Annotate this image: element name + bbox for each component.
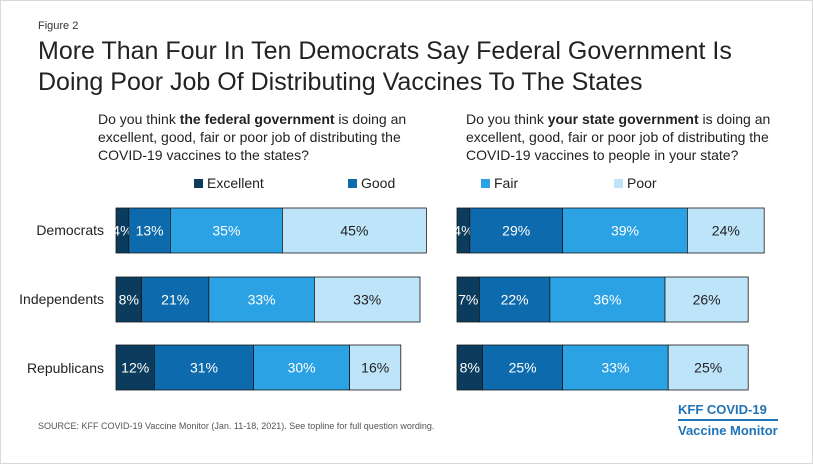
bar-segment-fair-republicans-0 xyxy=(253,344,351,391)
data-label-poor-democrats-1: 24% xyxy=(712,223,740,239)
question-federal-bold: the federal government xyxy=(179,111,335,127)
data-label-excellent-republicans-0: 12% xyxy=(121,360,149,376)
bar-segment-poor-republicans-0 xyxy=(349,344,402,391)
data-label-fair-independents-1: 36% xyxy=(593,292,621,308)
chart-title: More Than Four In Ten Democrats Say Fede… xyxy=(38,37,732,96)
question-state-post: is doing an excellent, good, fair or poo… xyxy=(466,111,771,163)
legend-swatch-poor xyxy=(614,178,623,188)
bar-segment-poor-democrats-0 xyxy=(281,207,427,254)
question-state-bold: your state government xyxy=(547,111,699,127)
legend-item-excellent: Excellent xyxy=(194,175,264,191)
category-label-democrats: Democrats xyxy=(36,222,104,238)
data-label-poor-republicans-1: 25% xyxy=(694,360,722,376)
legend-item-good: Good xyxy=(348,175,395,191)
data-label-poor-democrats-0: 45% xyxy=(340,223,368,239)
bar-segment-fair-democrats-0 xyxy=(169,207,283,254)
logo-line-2: Vaccine Monitor xyxy=(678,419,778,440)
question-federal-pre: Do you think xyxy=(98,111,180,127)
bar-segment-good-democrats-1 xyxy=(469,207,563,254)
data-label-excellent-independents-0: 8% xyxy=(119,292,139,308)
bar-segment-excellent-independents-0 xyxy=(115,276,143,323)
bar-segment-good-independents-1 xyxy=(478,276,551,323)
data-label-good-democrats-1: 29% xyxy=(502,223,530,239)
bar-segment-poor-independents-1 xyxy=(664,276,749,323)
question-state: Do you think your state government is do… xyxy=(466,110,806,164)
data-label-good-independents-1: 22% xyxy=(501,292,529,308)
data-label-poor-republicans-0: 16% xyxy=(361,360,389,376)
legend-label-good: Good xyxy=(361,175,396,191)
legend-item-poor: Poor xyxy=(614,175,657,191)
bar-segment-poor-independents-0 xyxy=(313,276,421,323)
logo-line-1: KFF COVID-19 xyxy=(678,402,767,417)
figure-label: Figure 2 xyxy=(38,20,79,32)
data-label-fair-republicans-0: 30% xyxy=(288,360,316,376)
data-label-fair-independents-0: 33% xyxy=(248,292,276,308)
data-label-excellent-democrats-1: 4% xyxy=(453,223,473,239)
legend-swatch-good xyxy=(348,178,357,188)
data-label-good-independents-0: 21% xyxy=(161,292,189,308)
data-label-fair-democrats-0: 35% xyxy=(212,223,240,239)
category-label-republicans: Republicans xyxy=(26,360,104,376)
question-federal-post: is doing an excellent, good, fair or poo… xyxy=(98,111,407,163)
data-label-good-democrats-0: 13% xyxy=(136,223,164,239)
bar-segment-poor-democrats-1 xyxy=(687,207,765,254)
kff-logo: KFF COVID-19 Vaccine Monitor xyxy=(678,401,778,440)
bar-segment-good-republicans-0 xyxy=(153,344,254,391)
legend-swatch-excellent xyxy=(194,178,203,188)
legend-label-excellent: Excellent xyxy=(207,175,264,191)
data-label-fair-democrats-1: 39% xyxy=(611,223,639,239)
legend-item-fair: Fair xyxy=(481,175,518,191)
question-federal: Do you think the federal government is d… xyxy=(98,110,438,164)
data-label-good-republicans-1: 25% xyxy=(509,360,537,376)
legend-swatch-fair xyxy=(481,178,490,188)
bar-segment-excellent-republicans-0 xyxy=(115,344,155,391)
data-label-fair-republicans-1: 33% xyxy=(601,360,629,376)
legend-label-fair: Fair xyxy=(494,175,519,191)
data-label-excellent-republicans-1: 8% xyxy=(460,360,480,376)
data-label-poor-independents-0: 33% xyxy=(353,292,381,308)
legend-label-poor: Poor xyxy=(627,175,657,191)
bar-segment-fair-republicans-1 xyxy=(562,344,669,391)
bar-segment-excellent-republicans-1 xyxy=(456,344,484,391)
data-label-good-republicans-0: 31% xyxy=(190,360,218,376)
question-state-pre: Do you think xyxy=(466,111,548,127)
data-label-excellent-independents-1: 7% xyxy=(458,292,478,308)
data-label-poor-independents-1: 26% xyxy=(693,292,721,308)
category-label-independents: Independents xyxy=(19,291,104,307)
bar-segment-fair-independents-0 xyxy=(208,276,315,323)
source-note: SOURCE: KFF COVID-19 Vaccine Monitor (Ja… xyxy=(38,421,435,431)
data-label-excellent-democrats-0: 4% xyxy=(112,223,132,239)
bar-segment-fair-democrats-1 xyxy=(562,207,688,254)
bar-segment-poor-republicans-1 xyxy=(667,344,749,391)
